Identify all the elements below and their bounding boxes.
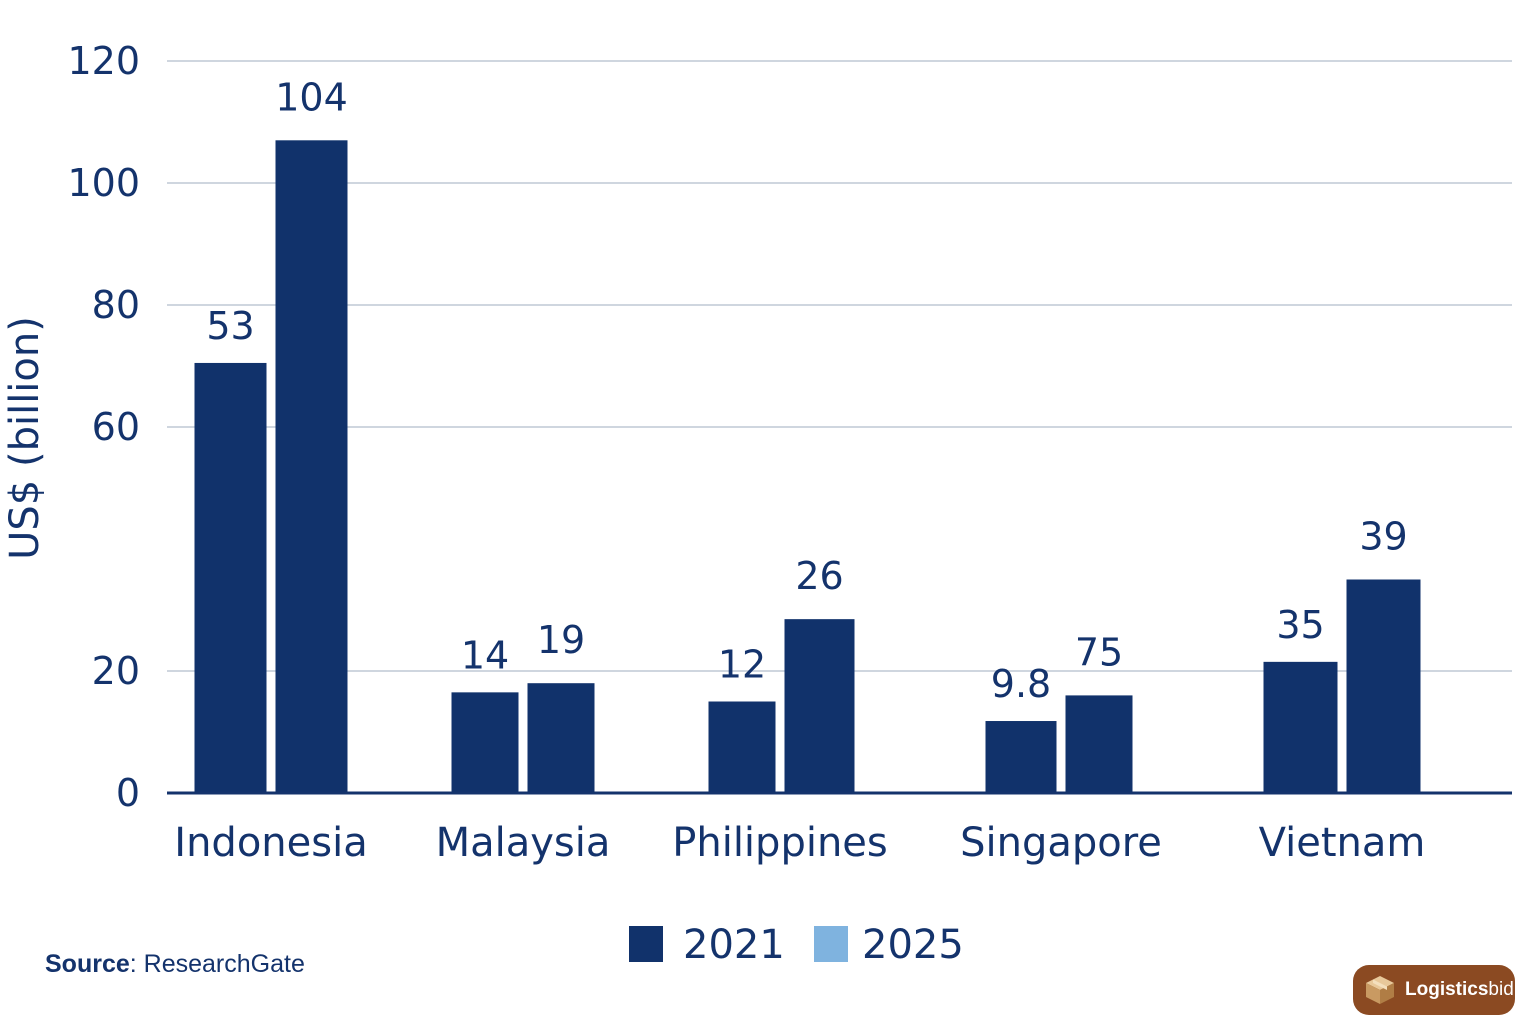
y-tick-label: 0 (116, 771, 140, 815)
bar-2025-indonesia (275, 140, 348, 794)
data-label-2025: 75 (1075, 630, 1123, 674)
y-tick-label: 80 (92, 283, 140, 327)
category-label: Malaysia (436, 820, 611, 866)
legend: 2021 2025 (629, 922, 964, 968)
bar-2021-vietnam (1263, 661, 1338, 793)
brand-name: Logisticsbid (1405, 979, 1514, 1000)
data-labels: 53 104 14 19 12 26 9.8 75 35 39 (206, 75, 1407, 706)
category-label: Vietnam (1259, 820, 1426, 866)
bar-2021-malaysia (451, 692, 519, 793)
data-label-2025: 39 (1359, 515, 1407, 559)
data-label-2025: 19 (537, 618, 585, 662)
bar-2025-singapore (1065, 695, 1133, 793)
bar-2025-vietnam (1346, 579, 1421, 793)
data-label-2025: 104 (275, 75, 348, 119)
category-label: Singapore (960, 820, 1162, 866)
brand-badge: Logisticsbid (1353, 965, 1515, 1015)
legend-label-2025: 2025 (862, 922, 964, 968)
category-label: Philippines (672, 820, 888, 866)
y-tick-label: 20 (92, 649, 140, 693)
legend-swatch-2025 (814, 926, 848, 962)
data-label-2021: 12 (718, 643, 766, 687)
y-tick-labels: 0 20 60 80 100 120 (67, 39, 140, 815)
source-text: : ResearchGate (129, 950, 305, 978)
source-label: Source (45, 950, 130, 978)
bar-2021-indonesia (194, 362, 267, 793)
y-tick-label: 60 (92, 405, 140, 449)
category-labels: Indonesia Malaysia Philippines Singapore Vie… (174, 820, 1425, 866)
category-label: Indonesia (174, 820, 367, 866)
data-label-2025: 26 (795, 554, 843, 598)
bar-2021-singapore (985, 721, 1057, 793)
bars (194, 140, 1421, 794)
data-label-2021: 14 (461, 633, 509, 677)
data-label-2021: 9.8 (991, 662, 1051, 706)
legend-label-2021: 2021 (683, 922, 785, 968)
bar-2025-philippines (784, 619, 855, 793)
data-label-2021: 53 (206, 304, 254, 348)
bar-2025-malaysia (527, 683, 595, 793)
legend-swatch-2021 (629, 926, 663, 962)
source-note: Source: ResearchGate (45, 950, 305, 979)
box-icon (1366, 976, 1394, 1004)
data-label-2021: 35 (1276, 603, 1324, 647)
bar-2021-philippines (708, 701, 776, 793)
y-tick-label: 100 (67, 161, 140, 205)
y-axis-title: US$ (billion) (2, 316, 48, 560)
y-tick-label: 120 (67, 39, 140, 83)
